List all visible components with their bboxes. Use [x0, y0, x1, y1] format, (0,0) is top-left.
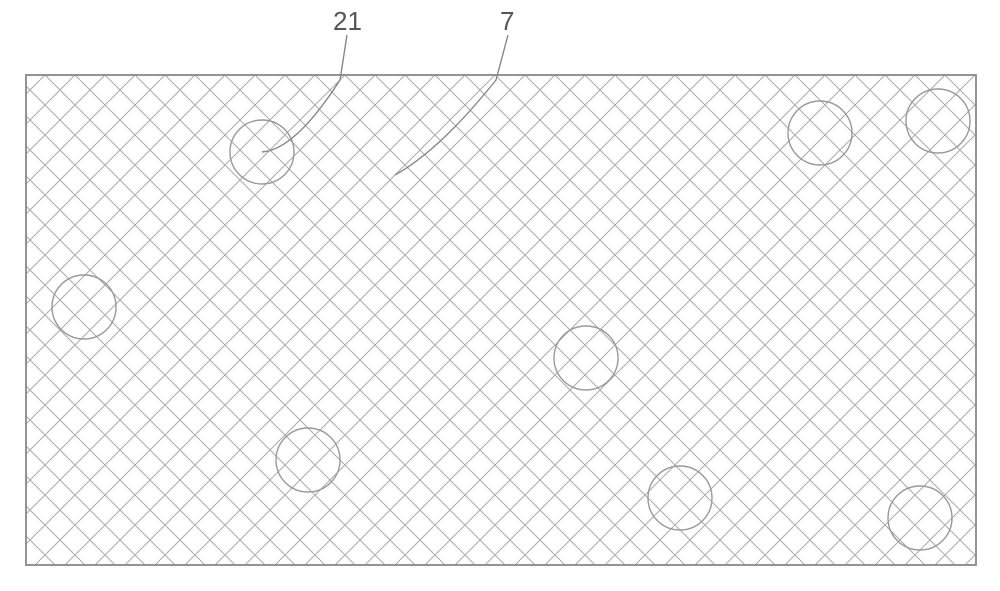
diagram-svg — [0, 0, 1000, 591]
diagram-canvas: 21 7 — [0, 0, 1000, 591]
callout-label-21: 21 — [333, 6, 362, 37]
hatched-body — [26, 75, 976, 565]
callout-label-7: 7 — [500, 6, 514, 37]
